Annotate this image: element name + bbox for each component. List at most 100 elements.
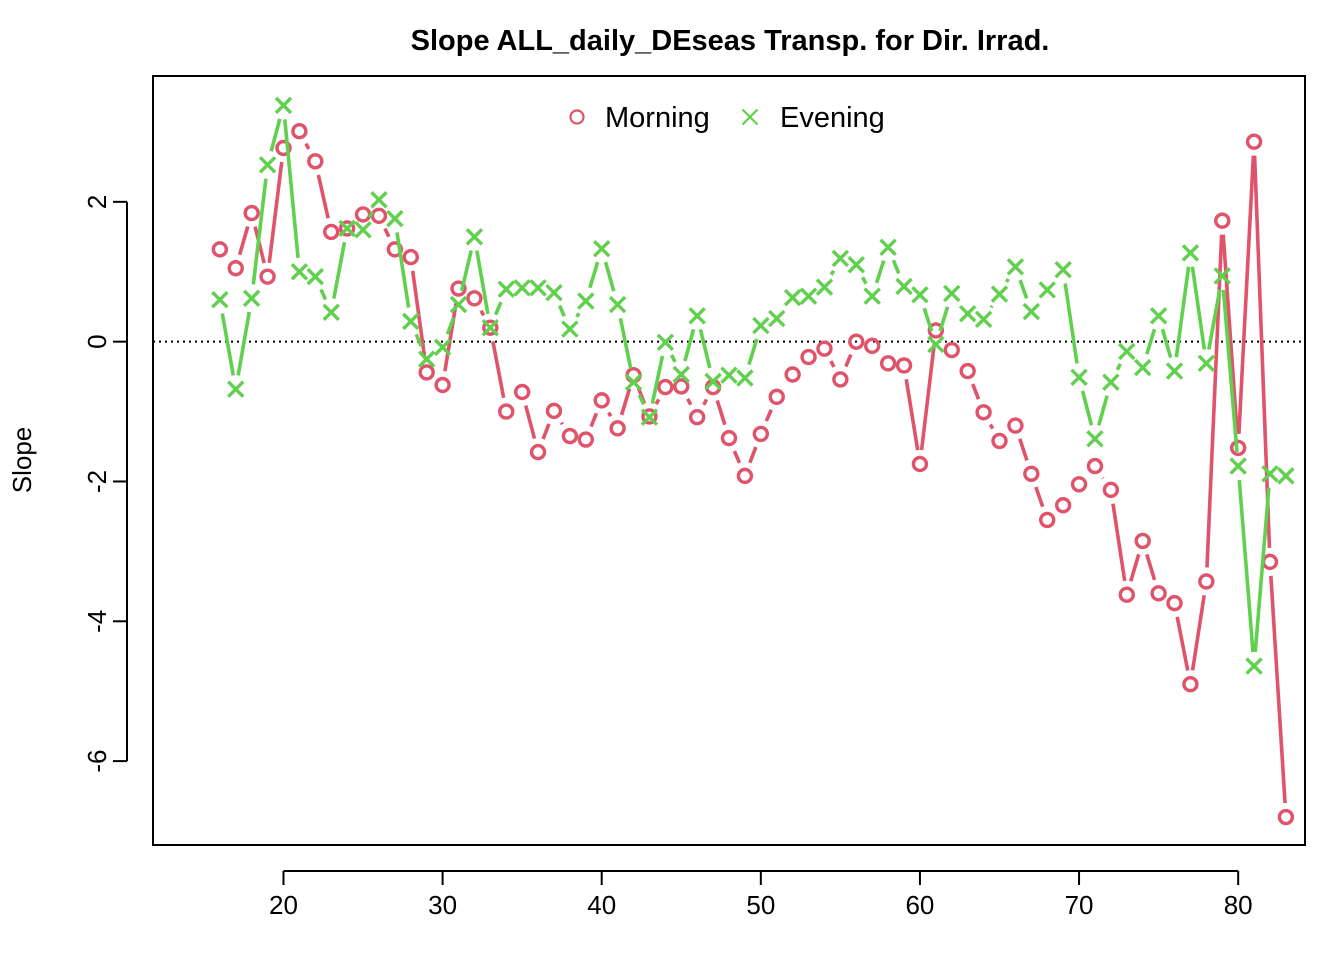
- cross-stroke: [545, 284, 563, 302]
- data-point-evening: [911, 286, 929, 304]
- data-point-morning: [593, 392, 610, 409]
- data-point-morning: [354, 206, 372, 223]
- cross-stroke: [1229, 457, 1247, 475]
- x-tick-label: 30: [428, 890, 457, 920]
- cross-stroke: [1133, 358, 1152, 377]
- cross-stroke: [799, 287, 818, 305]
- series-segment: [904, 378, 920, 451]
- series-segment: [1115, 363, 1122, 371]
- data-point-evening: [465, 228, 484, 246]
- data-point-evening: [1133, 358, 1152, 377]
- series-segment: [971, 383, 981, 400]
- series-segment: [267, 161, 284, 263]
- cross-stroke: [433, 338, 452, 356]
- series-segment: [1237, 479, 1255, 653]
- cross-stroke: [338, 219, 356, 238]
- cross-stroke: [741, 108, 759, 126]
- series-segment: [1145, 328, 1157, 355]
- data-point-morning: [800, 348, 817, 366]
- data-point-morning: [1023, 465, 1040, 482]
- data-point-evening: [974, 310, 993, 328]
- cross-stroke: [370, 191, 388, 209]
- data-point-morning: [768, 388, 785, 406]
- cross-stroke: [290, 263, 309, 281]
- cross-stroke: [640, 408, 659, 426]
- data-point-morning: [1277, 808, 1295, 826]
- data-point-evening: [497, 280, 515, 298]
- data-point-evening: [274, 96, 293, 115]
- data-point-morning: [784, 366, 801, 383]
- data-point-evening: [513, 279, 531, 297]
- series-segment: [732, 450, 742, 464]
- series-segment: [1063, 283, 1079, 364]
- data-point-evening: [577, 292, 595, 310]
- series-segment: [1221, 289, 1239, 453]
- data-point-evening: [242, 289, 261, 308]
- series-segment: [479, 309, 486, 317]
- series-segment: [1207, 289, 1222, 350]
- data-point-morning: [450, 280, 467, 297]
- cross-stroke: [895, 277, 913, 296]
- cross-stroke: [465, 228, 484, 246]
- data-point-morning: [275, 139, 292, 157]
- series-segment: [747, 338, 759, 366]
- series-segment: [1221, 234, 1239, 435]
- series-segment: [607, 411, 613, 418]
- series-segment: [619, 388, 632, 416]
- data-point-evening: [799, 287, 818, 305]
- data-point-evening: [704, 372, 722, 391]
- cross-stroke: [608, 295, 627, 314]
- series-segment: [1129, 553, 1141, 582]
- legend-marker-evening: [741, 108, 759, 126]
- data-point-evening: [831, 249, 850, 268]
- data-point-evening: [1070, 368, 1088, 387]
- series-segment: [589, 412, 599, 428]
- data-point-evening: [958, 304, 977, 323]
- cross-stroke: [227, 380, 245, 398]
- series-segment: [1160, 328, 1173, 359]
- cross-stroke: [593, 239, 611, 258]
- data-point-morning: [991, 432, 1008, 450]
- cross-stroke: [990, 285, 1009, 303]
- data-point-morning: [736, 467, 754, 485]
- series-segment: [989, 304, 994, 309]
- cross-stroke: [1054, 260, 1072, 279]
- cross-stroke: [656, 333, 675, 352]
- data-point-evening: [656, 333, 675, 352]
- data-point-morning: [418, 364, 435, 381]
- series-segment: [443, 302, 459, 372]
- data-point-evening: [338, 219, 356, 238]
- series-segment: [1018, 438, 1029, 462]
- series-segment: [304, 142, 311, 150]
- data-point-morning: [577, 431, 594, 448]
- series-layer: [211, 96, 1295, 826]
- data-point-evening: [736, 369, 754, 387]
- series-segment: [414, 333, 423, 347]
- cross-stroke: [1118, 342, 1136, 361]
- series-segment: [459, 250, 473, 292]
- data-point-evening: [1245, 657, 1263, 675]
- data-point-evening: [863, 287, 881, 305]
- x-tick-label: 20: [269, 890, 298, 920]
- series-segment: [316, 174, 330, 219]
- cross-stroke: [529, 279, 547, 297]
- data-point-morning: [1086, 457, 1104, 475]
- data-point-morning: [1166, 594, 1183, 612]
- series-segment: [603, 261, 616, 292]
- data-point-morning: [227, 260, 244, 277]
- data-point-morning: [1102, 481, 1120, 499]
- cross-stroke: [1149, 307, 1168, 325]
- cross-stroke: [815, 278, 834, 296]
- data-point-evening: [545, 284, 563, 302]
- chart-title: Slope ALL_daily_DEseas Transp. for Dir. …: [411, 25, 1050, 57]
- data-point-morning: [720, 429, 738, 447]
- series-segment: [395, 232, 411, 308]
- legend-label-morning: Morning: [605, 102, 710, 134]
- data-point-evening: [752, 316, 770, 335]
- data-point-evening: [306, 267, 325, 286]
- data-point-evening: [943, 284, 961, 303]
- data-point-morning: [402, 248, 419, 266]
- data-point-evening: [1165, 362, 1184, 380]
- data-point-evening: [370, 191, 388, 209]
- data-point-morning: [307, 153, 324, 170]
